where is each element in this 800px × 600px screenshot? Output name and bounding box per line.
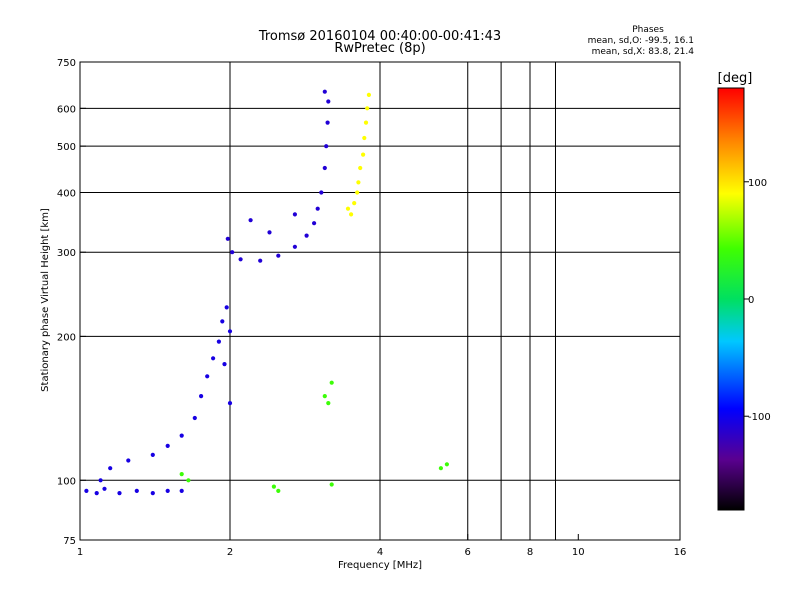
- data-point: [349, 212, 354, 217]
- data-point: [222, 362, 227, 367]
- x-tick-label: 4: [377, 547, 383, 558]
- data-point: [179, 433, 184, 438]
- y-tick-label: 750: [57, 58, 76, 69]
- data-point: [227, 329, 233, 334]
- data-point: [134, 488, 139, 493]
- data-point: [352, 201, 357, 206]
- data-point: [271, 484, 276, 489]
- colorbar-tick-label: 0: [748, 295, 754, 306]
- data-point: [150, 491, 155, 496]
- data-point: [165, 488, 170, 493]
- data-point: [366, 92, 371, 97]
- data-point: [225, 236, 230, 241]
- data-point: [267, 230, 272, 235]
- chart-title: Tromsø 20160104 00:40:00-00:41:43: [258, 29, 501, 44]
- y-axis-label: Stationary phase Virtual Height [km]: [40, 208, 51, 392]
- data-point: [326, 401, 331, 406]
- colorbar-tick-label: -100: [748, 412, 771, 423]
- data-point: [150, 452, 155, 457]
- y-tick-label: 200: [57, 332, 76, 343]
- axes: 1 2 4 6 8 10 16 75 100 200 300 400 500 600 750: [57, 58, 686, 558]
- data-point: [356, 180, 361, 185]
- data-points: [84, 89, 449, 496]
- x-tick-label: 10: [572, 547, 585, 558]
- data-point: [438, 466, 443, 471]
- data-point: [329, 482, 334, 487]
- data-point: [227, 401, 233, 406]
- data-point: [276, 488, 281, 493]
- x-tick-label: 1: [77, 547, 83, 558]
- data-point: [199, 394, 204, 399]
- grid-lines: [80, 62, 680, 540]
- y-tick-label: 500: [57, 142, 76, 153]
- data-point: [108, 466, 113, 471]
- y-tick-label: 100: [57, 476, 76, 487]
- data-point: [325, 120, 330, 125]
- data-point: [94, 491, 99, 496]
- colorbar-ticks: 100 0 -100: [744, 178, 771, 423]
- x-tick-label: 16: [674, 547, 687, 558]
- data-point: [362, 135, 367, 141]
- data-point: [179, 472, 184, 477]
- data-point: [186, 478, 191, 483]
- data-point: [238, 257, 243, 262]
- phase-stats-o-mode: mean, sd,O: -99.5, 16.1: [588, 36, 694, 46]
- data-point: [102, 486, 107, 491]
- data-point: [304, 233, 309, 238]
- data-point: [365, 106, 370, 111]
- data-point: [329, 380, 334, 385]
- data-point: [224, 305, 229, 310]
- data-point: [322, 394, 327, 399]
- data-point: [165, 443, 170, 448]
- data-point: [276, 253, 281, 258]
- data-point: [117, 491, 122, 496]
- colorbar: [717, 87, 745, 511]
- data-point: [345, 206, 351, 211]
- data-point: [205, 374, 210, 379]
- data-point: [220, 319, 225, 324]
- data-point: [179, 488, 184, 493]
- data-point: [98, 478, 103, 483]
- y-tick-label: 600: [57, 104, 76, 115]
- chart-subtitle: RwPretec (8p): [334, 41, 425, 56]
- phase-stats-heading: Phases: [632, 25, 664, 35]
- x-tick-label: 6: [465, 547, 471, 558]
- data-point: [84, 488, 89, 493]
- data-point: [258, 258, 263, 263]
- x-tick-label: 8: [527, 547, 533, 558]
- data-point: [355, 190, 360, 195]
- data-point: [324, 144, 329, 149]
- data-point: [444, 462, 449, 467]
- data-point: [230, 250, 235, 255]
- data-point: [358, 165, 363, 171]
- data-point: [292, 212, 297, 217]
- phase-stats-x-mode: mean, sd,X: 83.8, 21.4: [592, 47, 695, 57]
- y-tick-label: 300: [57, 248, 76, 259]
- data-point: [322, 165, 327, 171]
- data-point: [292, 244, 297, 249]
- data-point: [126, 458, 131, 463]
- data-point: [322, 89, 327, 94]
- data-point: [211, 356, 216, 361]
- x-tick-label: 2: [227, 547, 233, 558]
- data-point: [326, 99, 331, 104]
- y-tick-label: 75: [63, 536, 76, 547]
- data-point: [192, 415, 197, 421]
- x-axis-label: Frequency [MHz]: [338, 560, 422, 571]
- data-point: [312, 221, 317, 226]
- data-point: [361, 152, 366, 157]
- data-point: [319, 190, 324, 195]
- data-point: [216, 339, 221, 344]
- data-point: [363, 120, 369, 125]
- colorbar-tick-label: 100: [748, 178, 767, 189]
- data-point: [315, 206, 320, 211]
- y-tick-label: 400: [57, 188, 76, 199]
- colorbar-label: [deg]: [718, 71, 753, 86]
- data-point: [248, 218, 253, 223]
